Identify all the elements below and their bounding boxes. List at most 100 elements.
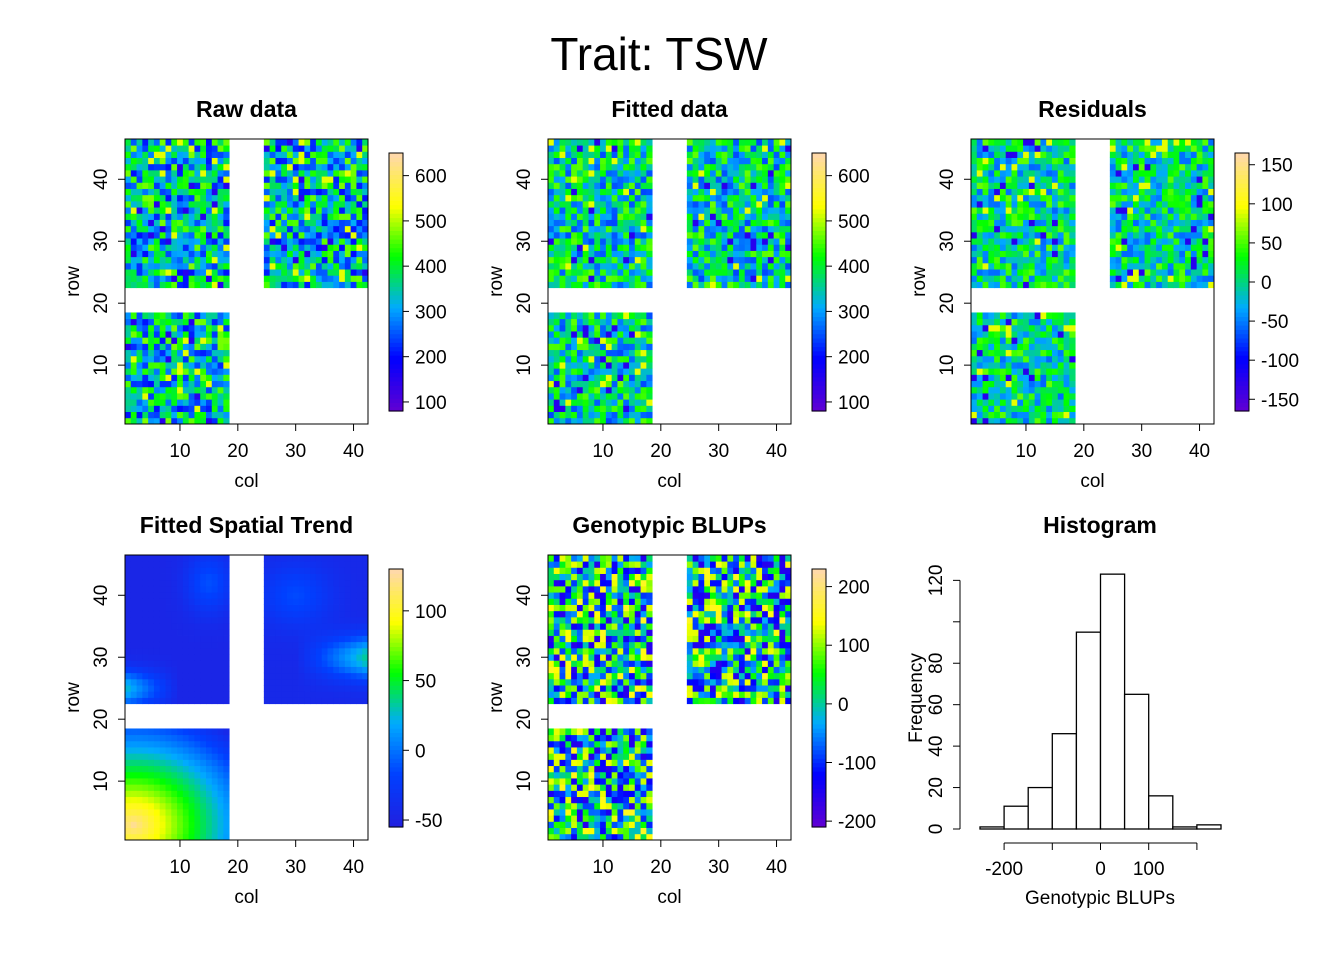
raw-data-cell bbox=[200, 164, 206, 171]
residuals-cell bbox=[1179, 176, 1185, 183]
residuals-cell bbox=[1139, 213, 1145, 220]
fitted-data-cell bbox=[756, 170, 762, 177]
fitted-data-cell bbox=[600, 170, 606, 177]
fitted-spatial-trend-cell bbox=[142, 735, 148, 742]
residuals-cell bbox=[1150, 182, 1156, 189]
residuals-cell bbox=[1040, 282, 1046, 289]
residuals-cell bbox=[1174, 164, 1180, 171]
fitted-spatial-trend-cell bbox=[177, 611, 183, 618]
fitted-spatial-trend-cell bbox=[299, 561, 305, 568]
raw-data-cell bbox=[281, 263, 287, 270]
residuals-cell bbox=[1208, 201, 1214, 208]
fitted-data-cell bbox=[751, 232, 757, 239]
fitted-data-cell bbox=[646, 412, 652, 419]
residuals-cell bbox=[1029, 381, 1035, 388]
residuals-cell bbox=[994, 418, 1000, 425]
residuals-cell bbox=[1064, 251, 1070, 258]
fitted-spatial-trend-cell bbox=[125, 623, 131, 630]
raw-data-cell bbox=[287, 176, 293, 183]
fitted-data-cell bbox=[751, 195, 757, 202]
fitted-spatial-trend-cell bbox=[166, 623, 172, 630]
raw-data-cell bbox=[154, 343, 160, 350]
residuals-cell bbox=[1035, 374, 1041, 381]
raw-data-cell bbox=[264, 164, 270, 171]
residuals-cell bbox=[1139, 195, 1145, 202]
fitted-data-cell bbox=[646, 145, 652, 152]
fitted-data-colorbar-step bbox=[812, 175, 826, 180]
fitted-data-cell bbox=[617, 145, 623, 152]
residuals-cell bbox=[1168, 207, 1174, 214]
fitted-spatial-trend-cell bbox=[171, 555, 177, 562]
raw-data-cell bbox=[345, 151, 351, 158]
raw-data-cell bbox=[131, 331, 137, 338]
residuals-cell bbox=[977, 257, 983, 264]
raw-data-cell bbox=[183, 158, 189, 165]
raw-data-cell bbox=[345, 275, 351, 282]
fitted-data-cell bbox=[698, 257, 704, 264]
fitted-spatial-trend-cell bbox=[148, 592, 154, 599]
raw-data-cell bbox=[281, 170, 287, 177]
fitted-data-cell bbox=[589, 244, 595, 251]
fitted-data-cell bbox=[617, 158, 623, 165]
fitted-data-cell bbox=[617, 405, 623, 412]
raw-data-cell bbox=[206, 362, 212, 369]
fitted-data-cell bbox=[716, 158, 722, 165]
fitted-data-cell bbox=[733, 251, 739, 258]
fitted-spatial-trend-cell bbox=[287, 617, 293, 624]
fitted-data-cell bbox=[565, 232, 571, 239]
raw-data-cell bbox=[154, 412, 160, 419]
raw-data-colorbar-tick-label: 100 bbox=[415, 393, 447, 414]
residuals-cell bbox=[1185, 201, 1191, 208]
residuals-cell bbox=[1150, 176, 1156, 183]
fitted-data-colorbar-tick-label: 600 bbox=[838, 167, 870, 188]
fitted-data-cell bbox=[548, 220, 554, 227]
raw-data-cell bbox=[275, 176, 281, 183]
residuals-cell bbox=[1116, 139, 1122, 146]
raw-data-cell bbox=[345, 170, 351, 177]
fitted-spatial-trend-cell bbox=[183, 648, 189, 655]
raw-data-cell bbox=[194, 393, 200, 400]
fitted-spatial-trend-cell bbox=[270, 673, 276, 680]
fitted-data-cell bbox=[698, 269, 704, 276]
raw-data-colorbar-step bbox=[389, 394, 403, 399]
fitted-spatial-trend-cell bbox=[275, 592, 281, 599]
residuals-cell bbox=[1040, 164, 1046, 171]
raw-data-cell bbox=[206, 195, 212, 202]
raw-data-cell bbox=[218, 343, 224, 350]
fitted-spatial-trend-cell bbox=[270, 598, 276, 605]
raw-data-cell bbox=[293, 244, 299, 251]
fitted-spatial-trend-cell bbox=[194, 617, 200, 624]
residuals-cell bbox=[1029, 189, 1035, 196]
fitted-spatial-trend-cell bbox=[183, 636, 189, 643]
raw-data-x-tick-label: 20 bbox=[227, 441, 248, 462]
fitted-data-cell bbox=[779, 189, 785, 196]
raw-data-cell bbox=[189, 269, 195, 276]
fitted-data-cell bbox=[606, 337, 612, 344]
raw-data-colorbar-step bbox=[389, 338, 403, 343]
raw-data-colorbar-step bbox=[389, 390, 403, 395]
fitted-data-cell bbox=[739, 257, 745, 264]
fitted-spatial-trend-cell bbox=[125, 834, 131, 841]
fitted-data-cell bbox=[687, 139, 693, 146]
fitted-data-cell bbox=[617, 201, 623, 208]
fitted-data-cell bbox=[733, 189, 739, 196]
fitted-data-cell bbox=[560, 238, 566, 245]
raw-data-cell bbox=[137, 269, 143, 276]
fitted-data-cell bbox=[560, 176, 566, 183]
residuals-cell bbox=[1046, 393, 1052, 400]
fitted-spatial-trend-cell bbox=[356, 586, 362, 593]
residuals-cell bbox=[1017, 374, 1023, 381]
fitted-spatial-trend-cell bbox=[183, 580, 189, 587]
raw-data-cell bbox=[154, 331, 160, 338]
fitted-spatial-trend-cell bbox=[131, 555, 137, 562]
fitted-data-cell bbox=[594, 189, 600, 196]
fitted-data-cell bbox=[779, 269, 785, 276]
raw-data-cell bbox=[275, 257, 281, 264]
fitted-data-cell bbox=[629, 195, 635, 202]
fitted-data-cell bbox=[589, 220, 595, 227]
fitted-data-cell bbox=[589, 170, 595, 177]
fitted-data-cell bbox=[698, 145, 704, 152]
residuals-cell bbox=[1133, 170, 1139, 177]
raw-data-colorbar-step bbox=[389, 252, 403, 257]
fitted-data-cell bbox=[560, 362, 566, 369]
